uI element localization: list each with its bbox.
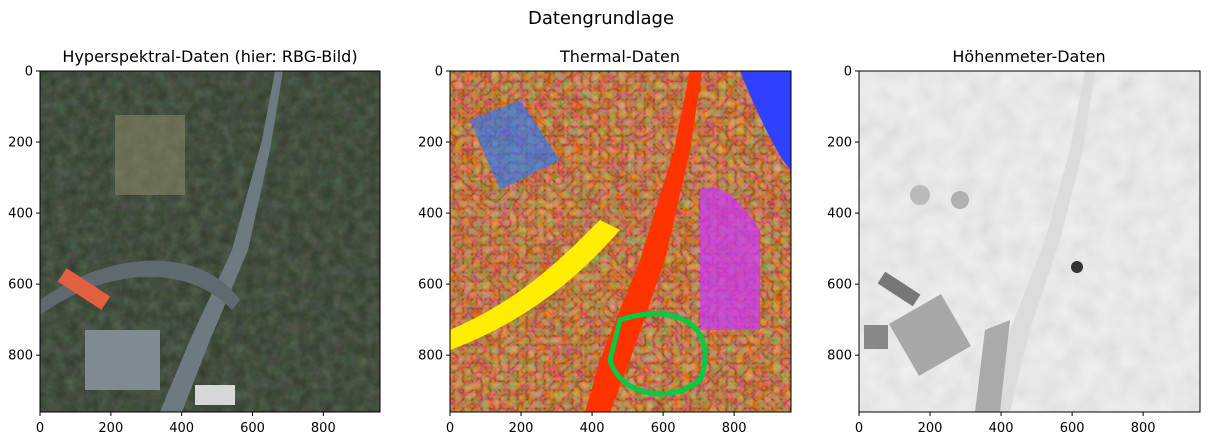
panel-elevation: Höhenmeter-Daten	[858, 47, 1201, 413]
x-tick-label: 600	[1060, 421, 1085, 436]
y-tick-label: 600	[418, 278, 443, 293]
image-elevation	[859, 71, 1200, 412]
x-tick-label: 800	[1131, 421, 1156, 436]
axes-frame	[39, 70, 381, 413]
x-tick-label: 400	[989, 421, 1014, 436]
x-tick-label: 200	[509, 421, 534, 436]
x-tick-label: 200	[98, 421, 123, 436]
x-tick-label: 600	[651, 421, 676, 436]
x-tick-label: 0	[446, 421, 454, 436]
panel-hyperspectral: Hyperspektral-Daten (hier: RBG-Bild)	[39, 47, 381, 413]
figure-suptitle: Datengrundlage	[528, 8, 674, 29]
y-tick-label: 200	[827, 136, 852, 151]
y-tick-label: 0	[25, 65, 33, 80]
y-tick-label: 800	[827, 349, 852, 364]
y-tick-label: 400	[8, 207, 33, 222]
y-tick-label: 0	[435, 65, 443, 80]
y-tick-label: 200	[418, 136, 443, 151]
axes-frame	[449, 70, 792, 413]
x-tick-label: 800	[722, 421, 747, 436]
y-tick-label: 400	[418, 207, 443, 222]
image-rgb	[40, 71, 380, 412]
panel-title: Höhenmeter-Daten	[952, 47, 1105, 66]
x-tick-label: 600	[240, 421, 265, 436]
panel-title: Thermal-Daten	[559, 47, 680, 66]
axes-frame	[858, 70, 1201, 413]
panel-thermal: Thermal-Daten	[449, 47, 792, 413]
y-tick-label: 400	[827, 207, 852, 222]
x-tick-label: 0	[36, 421, 44, 436]
y-tick-label: 0	[844, 65, 852, 80]
x-tick-label: 800	[311, 421, 336, 436]
image-thermal	[450, 71, 791, 412]
x-tick-label: 400	[580, 421, 605, 436]
y-tick-label: 800	[418, 349, 443, 364]
x-tick-label: 400	[169, 421, 194, 436]
panel-title: Hyperspektral-Daten (hier: RBG-Bild)	[62, 47, 357, 66]
y-tick-label: 800	[8, 349, 33, 364]
y-tick-label: 600	[8, 278, 33, 293]
y-tick-label: 200	[8, 136, 33, 151]
x-tick-label: 0	[855, 421, 863, 436]
x-tick-label: 200	[918, 421, 943, 436]
y-tick-label: 600	[827, 278, 852, 293]
